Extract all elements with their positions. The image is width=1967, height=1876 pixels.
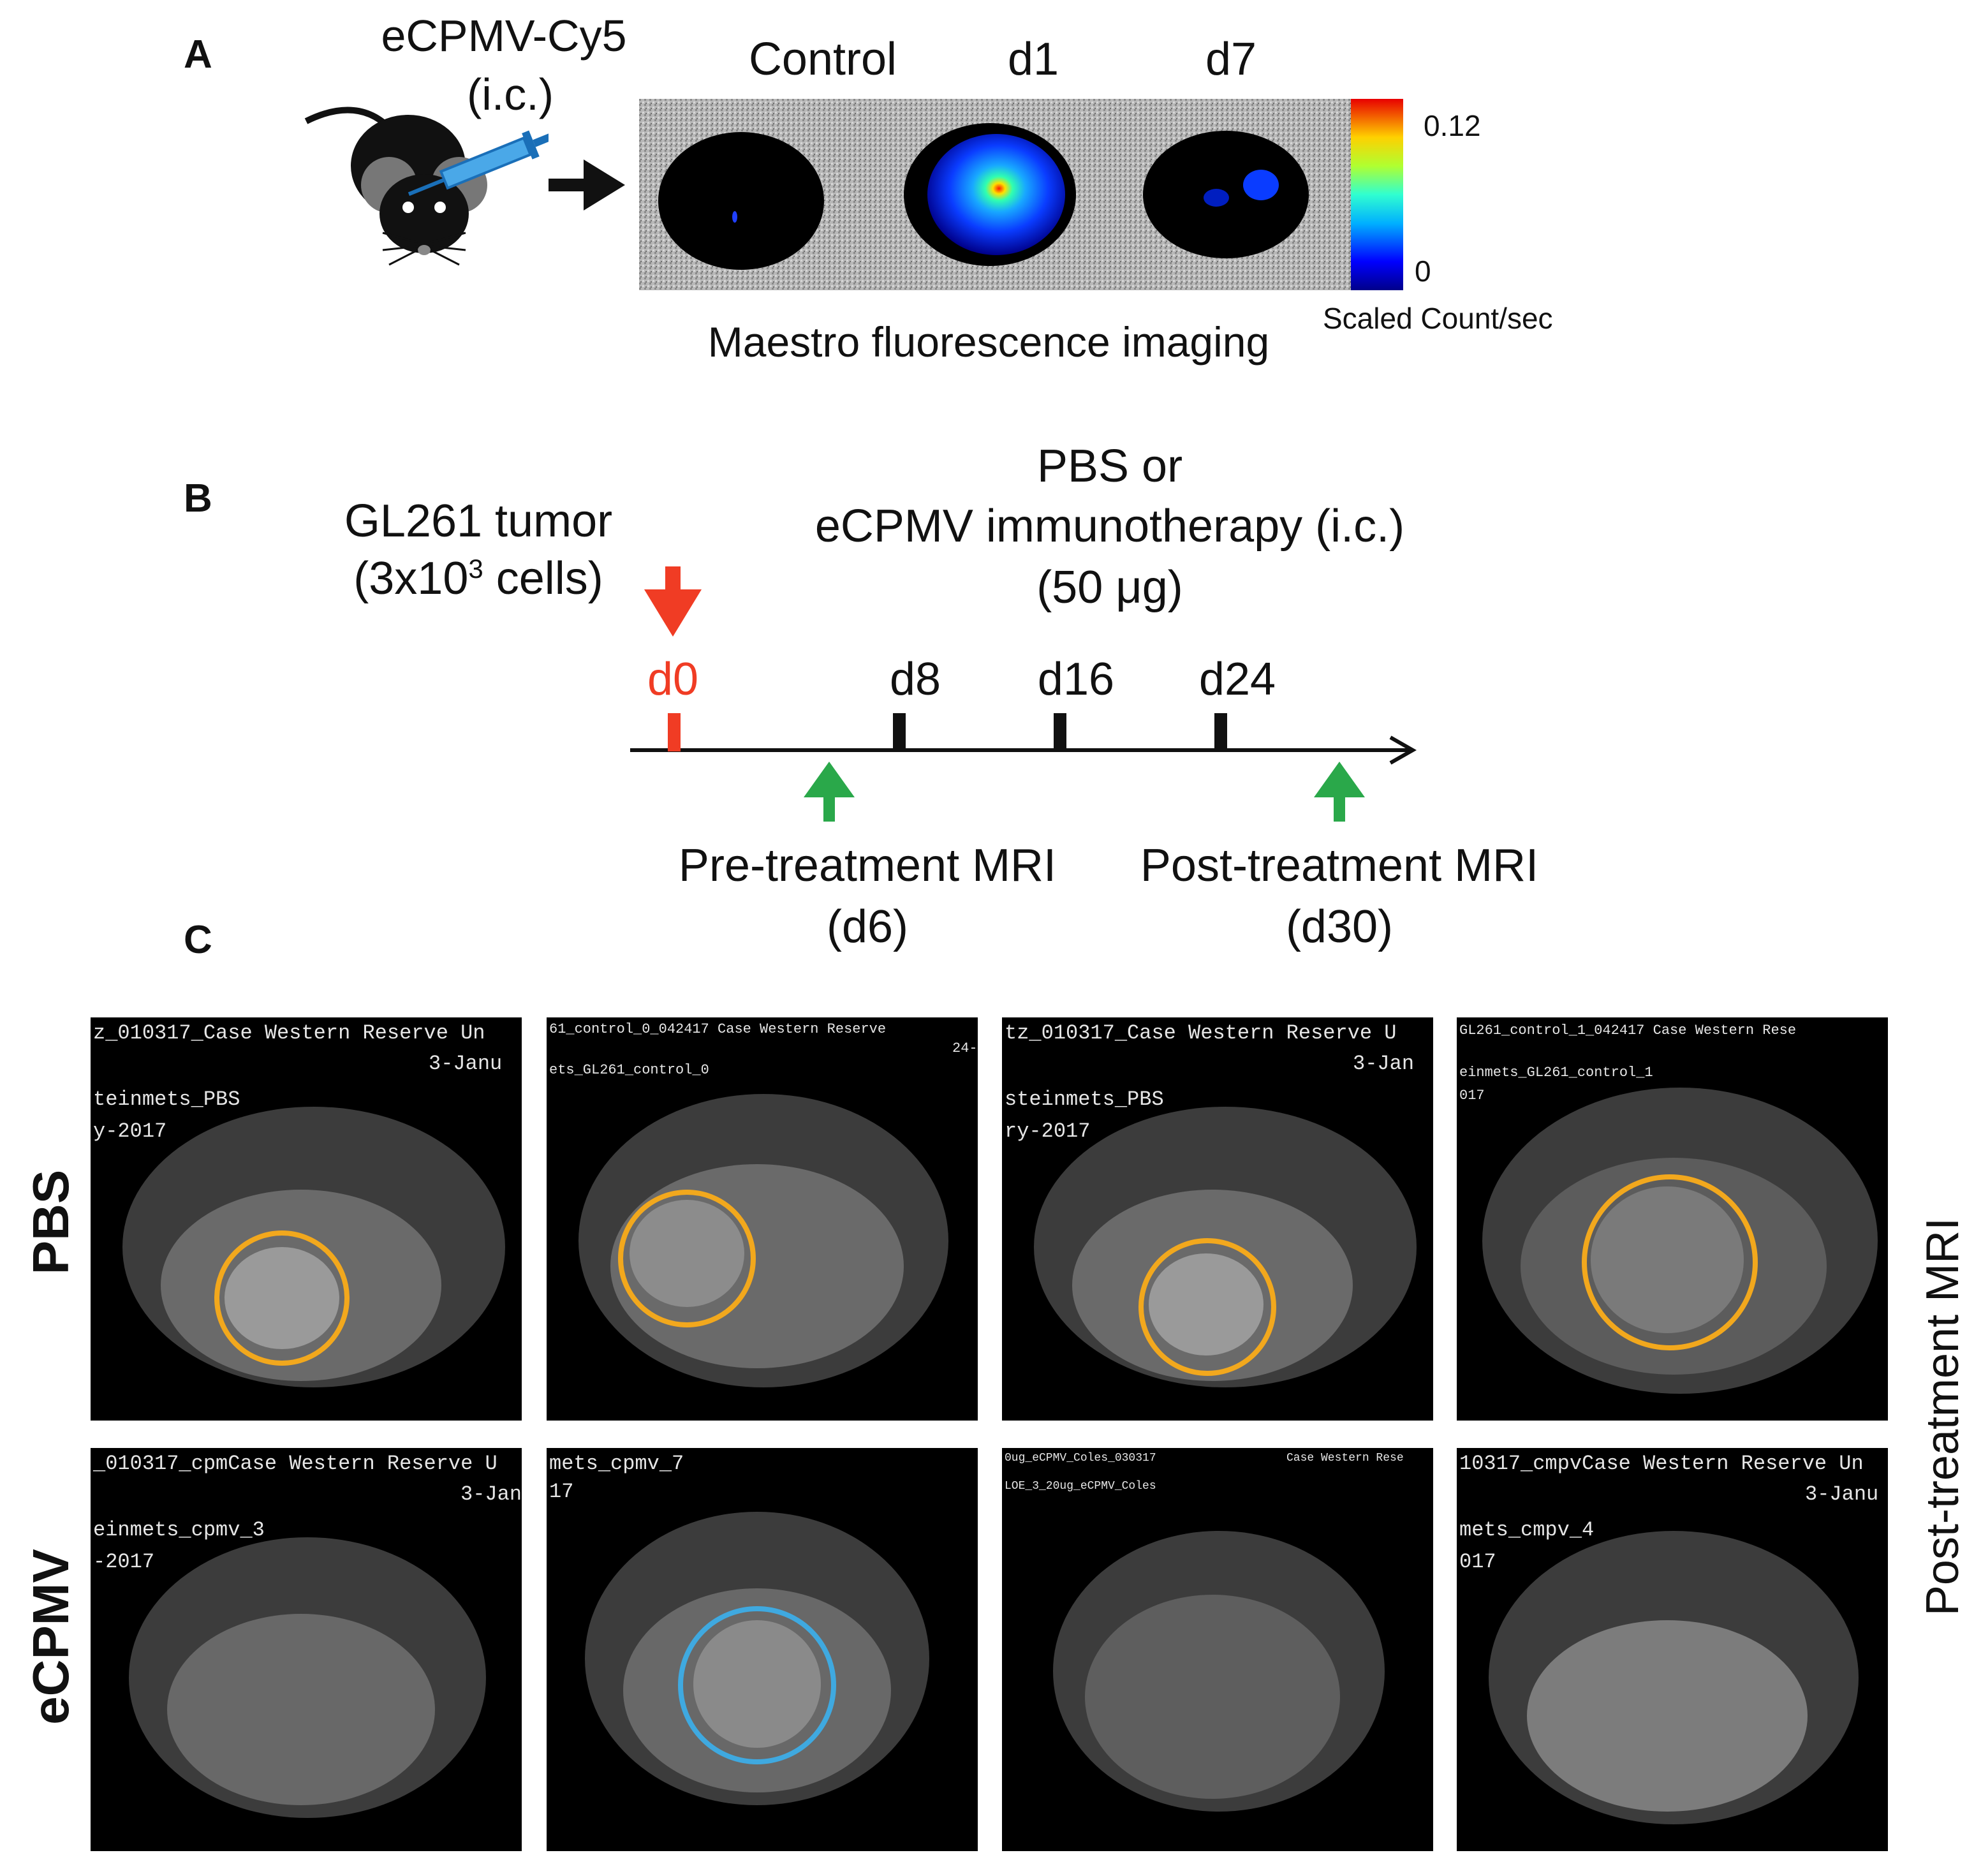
colorbar [1351,99,1403,290]
mri-text-line: 017 [1459,1088,1485,1104]
route-label: (i.c.) [466,70,554,119]
mouse-tail [304,107,392,130]
mri-image-ecpmv-3: 0ug_eCPMV_Coles_030317 Case Western Rese… [1002,1448,1433,1851]
tick-d8 [893,713,906,751]
colorbar-min: 0 [1415,255,1431,288]
mri-text-line: tz_010317_Case Western Reserve U [1005,1021,1397,1045]
arrow-icon [549,159,625,210]
treatment-line1: PBS or [1036,441,1183,492]
syringe-icon [408,130,549,196]
treatment-line2: eCPMV immunotherapy (i.c.) [814,501,1405,552]
mri-text-line: ry-2017 [1005,1119,1091,1143]
mri-text-line: teinmets_PBS [93,1088,240,1111]
mri-text-line: -2017 [93,1550,155,1574]
row-label-pbs: PBS [22,1169,79,1275]
mri-image-ecpmv-2: mets_cpmv_7 17 [547,1448,978,1851]
tumor-circle [618,1190,756,1327]
mri-text-line: Case Western Rese [1286,1452,1404,1465]
tumor-circle [1582,1174,1758,1350]
column-label-d7: d7 [1205,34,1257,85]
mri-text-line: _010317_cpmCase Western Reserve U [93,1452,497,1475]
pre-mri-label: Pre-treatment MRI [678,840,1057,891]
mri-text-line: einmets_cpmv_3 [93,1518,265,1542]
post-mri-arrow-icon [1314,762,1365,822]
post-mri-day: (d30) [1285,901,1394,952]
tumor-circle [1138,1238,1276,1376]
day-label-d24: d24 [1198,654,1276,705]
mri-text-line: 10317_cmpvCase Western Reserve Un [1459,1452,1864,1475]
mri-text-line: mets_cmpv_4 [1459,1518,1595,1542]
agent-label: eCPMV-Cy5 [381,11,627,61]
colorbar-unit: Scaled Count/sec [1323,302,1553,335]
post-mri-label: Post-treatment MRI [1140,840,1539,891]
tumor-circle [214,1230,350,1366]
day-label-d0: d0 [647,654,699,705]
panel-letter-a: A [184,33,212,77]
panel-letter-b: B [184,476,212,521]
mri-text-line: 17 [549,1480,574,1503]
pre-mri-day: (d6) [826,901,909,952]
row-label-ecpmv: eCPMV [22,1549,79,1725]
mri-text-line: GL261_control_1_042417 Case Western Rese [1459,1023,1797,1038]
mri-text-line: 3-Janu [1805,1482,1879,1506]
fluorescence-image [639,99,1353,290]
mri-text-line: 61_control_0_042417 Case Western Reserve [549,1021,887,1037]
tumor-circle [678,1606,836,1764]
colorbar-max: 0.12 [1424,109,1481,142]
day-label-d16: d16 [1037,654,1115,705]
mri-image-pbs-4: GL261_control_1_042417 Case Western Rese… [1457,1017,1888,1421]
timeline-arrowhead [1389,735,1417,765]
mri-image-pbs-1: z_010317_Case Western Reserve Un 3-Janu … [91,1017,522,1421]
day-label-d8: d8 [889,654,941,705]
mri-text-line: 24- [952,1040,978,1056]
column-label-d1: d1 [1007,34,1059,85]
tick-d24 [1214,713,1227,751]
mri-text-line: LOE_3_20ug_eCPMV_Coles [1005,1480,1156,1493]
mri-text-line: 3-Jan [460,1482,522,1506]
brain-control [658,132,824,270]
tick-d0 [668,713,681,751]
mri-text-line: 017 [1459,1550,1496,1574]
mri-text-line: einmets_GL261_control_1 [1459,1065,1653,1081]
injection-arrow-icon [644,566,702,637]
mri-text-line: 3-Janu [429,1052,503,1075]
mri-text-line: mets_cpmv_7 [549,1452,684,1475]
mri-image-pbs-2: 61_control_0_042417 Case Western Reserve… [547,1017,978,1421]
mri-text-line: z_010317_Case Western Reserve Un [93,1021,485,1045]
mri-text-line: steinmets_PBS [1005,1088,1164,1111]
mri-image-ecpmv-4: 10317_cmpvCase Western Reserve Un 3-Janu… [1457,1448,1888,1851]
pre-mri-arrow-icon [804,762,855,822]
mouse-illustration [304,107,549,266]
column-label-control: Control [748,34,897,85]
mri-image-ecpmv-1: _010317_cpmCase Western Reserve U 3-Jan … [91,1448,522,1851]
tick-d16 [1054,713,1066,751]
mri-text-line: 0ug_eCPMV_Coles_030317 [1005,1452,1156,1465]
side-label: Post-treatment MRI [1917,1217,1967,1616]
mri-text-line: ets_GL261_control_0 [549,1062,709,1078]
tumor-label-line1: GL261 tumor [344,496,613,547]
mri-image-pbs-3: tz_010317_Case Western Reserve U 3-Jan s… [1002,1017,1433,1421]
treatment-line3: (50 μg) [1036,562,1183,613]
mouse-head [379,174,469,253]
imaging-label: Maestro fluorescence imaging [707,318,1270,366]
tumor-label-line2: (3x103 cells) [353,553,603,604]
mri-text-line: 3-Jan [1353,1052,1415,1075]
mri-text-line: y-2017 [93,1119,167,1143]
timeline [630,713,1417,822]
panel-letter-c: C [184,918,212,962]
